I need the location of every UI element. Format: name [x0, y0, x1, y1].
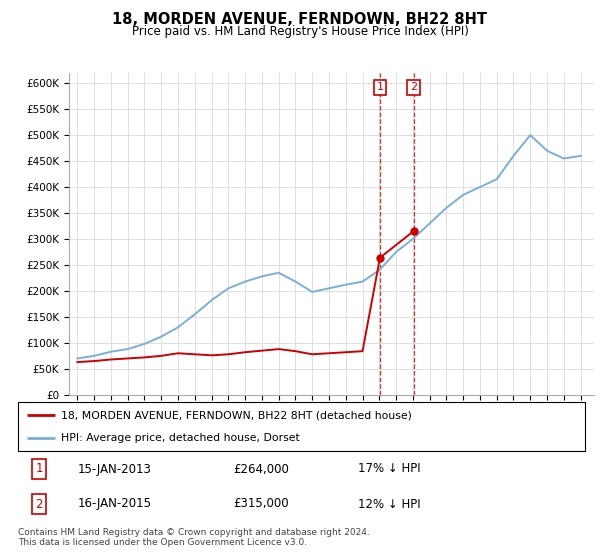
- Text: Contains HM Land Registry data © Crown copyright and database right 2024.
This d: Contains HM Land Registry data © Crown c…: [18, 528, 370, 547]
- Text: 18, MORDEN AVENUE, FERNDOWN, BH22 8HT (detached house): 18, MORDEN AVENUE, FERNDOWN, BH22 8HT (d…: [61, 410, 412, 421]
- Text: 17% ↓ HPI: 17% ↓ HPI: [358, 463, 421, 475]
- Text: £315,000: £315,000: [233, 497, 289, 511]
- Text: 1: 1: [376, 82, 383, 92]
- Text: 15-JAN-2013: 15-JAN-2013: [77, 463, 151, 475]
- Text: Price paid vs. HM Land Registry's House Price Index (HPI): Price paid vs. HM Land Registry's House …: [131, 25, 469, 38]
- Text: 2: 2: [35, 497, 43, 511]
- Text: 16-JAN-2015: 16-JAN-2015: [77, 497, 152, 511]
- Text: 1: 1: [35, 463, 43, 475]
- Text: HPI: Average price, detached house, Dorset: HPI: Average price, detached house, Dors…: [61, 433, 299, 444]
- Text: 2: 2: [410, 82, 417, 92]
- Text: 18, MORDEN AVENUE, FERNDOWN, BH22 8HT: 18, MORDEN AVENUE, FERNDOWN, BH22 8HT: [113, 12, 487, 27]
- Text: £264,000: £264,000: [233, 463, 289, 475]
- Text: 12% ↓ HPI: 12% ↓ HPI: [358, 497, 421, 511]
